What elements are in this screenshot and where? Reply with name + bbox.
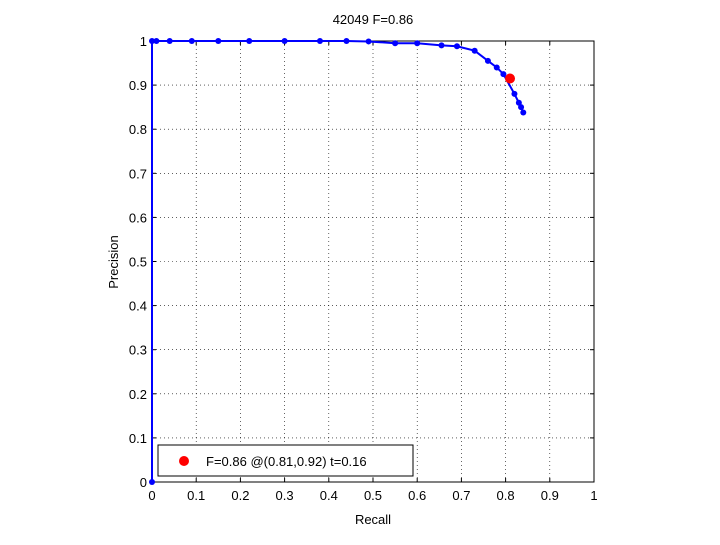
data-point: [153, 38, 160, 44]
data-point: [493, 64, 500, 71]
data-point: [149, 38, 155, 44]
best-f-point: [505, 73, 516, 84]
data-point: [518, 104, 525, 111]
data-point: [438, 42, 445, 49]
legend: F=0.86 @(0.81,0.92) t=0.16: [157, 444, 414, 477]
data-point: [166, 38, 173, 44]
data-point: [316, 38, 323, 44]
y-tick-label: 0.4: [129, 299, 147, 314]
y-tick-label: 0: [140, 475, 147, 490]
x-tick-label: 0.6: [408, 488, 426, 503]
data-point: [246, 38, 253, 44]
y-axis-label: Precision: [106, 235, 121, 288]
legend-marker: [179, 456, 189, 466]
x-tick-label: 0: [148, 488, 155, 503]
x-tick-label: 1: [590, 488, 597, 503]
y-tick-label: 0.8: [129, 122, 147, 137]
grid-layer: [152, 41, 594, 482]
data-point: [188, 38, 195, 44]
data-point: [520, 109, 527, 116]
series-line: [151, 40, 525, 482]
x-tick-label: 0.2: [231, 488, 249, 503]
y-tick-label: 0.9: [129, 78, 147, 93]
y-tick-label: 0.2: [129, 387, 147, 402]
data-point: [365, 38, 372, 45]
x-tick-label: 0.8: [497, 488, 515, 503]
tick-layer: 0 0.1 0.2 0.3 0.4 0.5 0.6 0.7 0.8 0.9 1 0 0.1 0.2 0.3 0…: [129, 34, 598, 503]
legend-label: F=0.86 @(0.81,0.92) t=0.16: [206, 454, 367, 469]
x-tick-label: 0.3: [276, 488, 294, 503]
chart-title: 42049 F=0.86: [333, 12, 414, 27]
data-point: [215, 38, 222, 44]
y-tick-label: 0.7: [129, 166, 147, 181]
data-point: [281, 38, 288, 44]
legend-box: [157, 444, 414, 477]
x-tick-label: 0.1: [187, 488, 205, 503]
data-point: [453, 43, 460, 50]
y-tick-label: 0.3: [129, 343, 147, 358]
data-point: [343, 38, 350, 44]
x-tick-label: 0.7: [452, 488, 470, 503]
y-tick-label: 0.6: [129, 210, 147, 225]
y-tick-label: 0.1: [129, 431, 147, 446]
data-point: [471, 47, 478, 54]
x-axis-label: Recall: [355, 512, 391, 527]
y-tick-label: 1: [140, 34, 147, 49]
data-point: [392, 40, 399, 47]
series-layer: [149, 38, 527, 485]
data-point: [511, 90, 518, 97]
data-point: [149, 479, 155, 485]
data-point: [484, 57, 491, 64]
data-point: [500, 71, 507, 78]
x-tick-label: 0.4: [320, 488, 338, 503]
data-point: [414, 40, 421, 47]
x-tick-label: 0.9: [541, 488, 559, 503]
x-tick-label: 0.5: [364, 488, 382, 503]
y-tick-label: 0.5: [129, 255, 147, 270]
